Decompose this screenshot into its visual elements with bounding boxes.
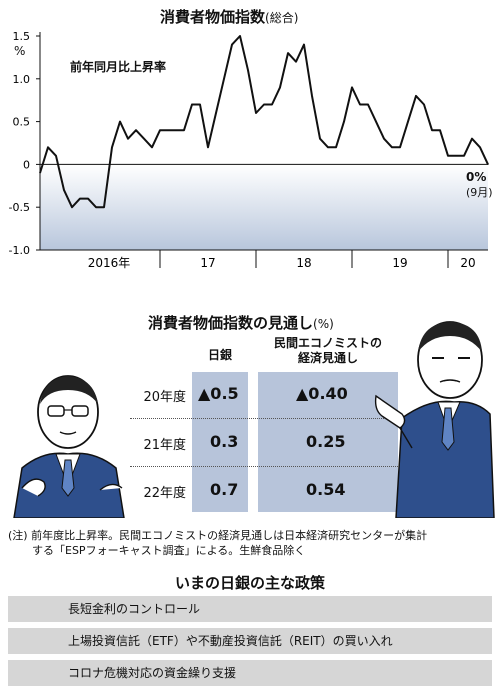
row-year-label: 21年度 [143,438,186,453]
y-tick-label: 1.5 [13,30,31,43]
x-tick-label: 18 [296,256,311,270]
private-forecast-value: 0.25 [306,432,346,451]
data-point [191,103,193,106]
boj-forecast-value: ▲0.5 [198,384,239,403]
y-tick-label: 0 [23,158,30,171]
data-point [255,112,257,114]
data-point [423,103,425,106]
data-point [207,146,209,148]
data-point [431,129,433,131]
data-point [247,69,249,71]
data-point [71,206,73,208]
data-point [175,129,177,131]
data-point [183,129,185,131]
data-point [383,138,385,140]
data-point [295,61,297,63]
data-point [455,155,457,157]
data-point [391,146,393,148]
data-point [407,121,409,123]
x-tick-label: 19 [392,256,407,270]
data-point [439,129,441,131]
data-point [127,138,129,140]
data-point [159,129,161,131]
data-point [463,155,465,157]
x-tick-label: 20 [460,256,475,270]
data-point [215,112,217,114]
data-point [375,121,377,123]
data-point [271,103,273,106]
cpi-line-chart: 1.5 1.0 0.5 0 -0.5 -1.0 2016年 17 18 19 20 [9,30,489,270]
data-point [447,155,449,157]
end-month-label: (9月) [466,186,493,199]
boj-forecast-value: 0.3 [210,432,239,451]
boj-forecast-value: 0.7 [210,480,239,499]
chart-title: 消費者物価指数(総合) [160,8,299,26]
row-year-label: 22年度 [143,486,186,501]
y-tick-label: 1.0 [13,73,31,86]
data-point [111,146,113,148]
policy-item: 上場投資信託（ETF）や不動産投資信託（REIT）の買い入れ [8,628,492,654]
data-point [79,198,81,200]
data-point [471,138,473,140]
footnote: (注) 前年度比上昇率。民間エコノミストの経済見通しは日本経済研究センターが集計… [8,529,428,557]
data-point [63,189,65,191]
data-point [399,146,401,148]
data-point [231,43,233,46]
data-point [103,206,105,208]
private-column-bg [258,372,398,512]
data-point [239,35,241,37]
policy-item: 長短金利のコントロール [8,596,492,622]
data-point [319,138,321,140]
data-point [95,206,97,208]
x-tick-label: 17 [200,256,215,270]
y-tick-label: 0.5 [13,116,31,129]
policy-item: コロナ危機対応の資金繰り支援 [8,660,492,686]
data-point [415,95,417,97]
end-value-label: 0% [466,170,487,184]
data-point [39,172,41,174]
boj-governor-illustration [13,375,125,518]
policies-title: いまの日銀の主な政策 [174,574,325,592]
data-point [263,103,265,106]
negative-region-fill [40,164,488,250]
series-label: 前年同月比上昇率 [70,60,167,74]
private-column-header: 民間エコノミストの 経済見通し [273,336,382,365]
y-tick-label: -1.0 [9,244,30,257]
data-point [47,146,49,148]
forecast-title: 消費者物価指数の見通し(%) [148,314,334,332]
y-tick-label: -0.5 [9,201,30,214]
data-point [151,146,153,148]
data-point [199,103,201,106]
data-point [55,155,57,157]
data-point [351,86,353,88]
private-forecast-value: ▲0.40 [296,384,348,403]
data-point [87,198,89,200]
data-point [367,103,369,106]
data-point [343,121,345,123]
data-point [479,146,481,148]
boj-column-header: 日銀 [207,348,232,362]
data-point [135,129,137,131]
data-point [143,138,145,140]
y-unit-label: % [14,44,26,58]
x-tick-label: 2016年 [88,256,131,270]
data-point [487,163,489,165]
data-point [167,129,169,131]
data-point [327,146,329,148]
data-point [279,86,281,88]
data-point [335,146,337,148]
row-divider [130,466,400,467]
private-forecast-value: 0.54 [306,480,346,499]
data-point [311,95,313,97]
data-point [223,78,225,80]
data-point [359,103,361,106]
boj-column-bg [192,372,248,512]
row-year-label: 20年度 [143,390,186,405]
data-point [119,121,121,123]
data-point [303,43,305,46]
row-divider [130,418,400,419]
prime-minister-illustration [374,321,495,518]
data-point [287,52,289,54]
